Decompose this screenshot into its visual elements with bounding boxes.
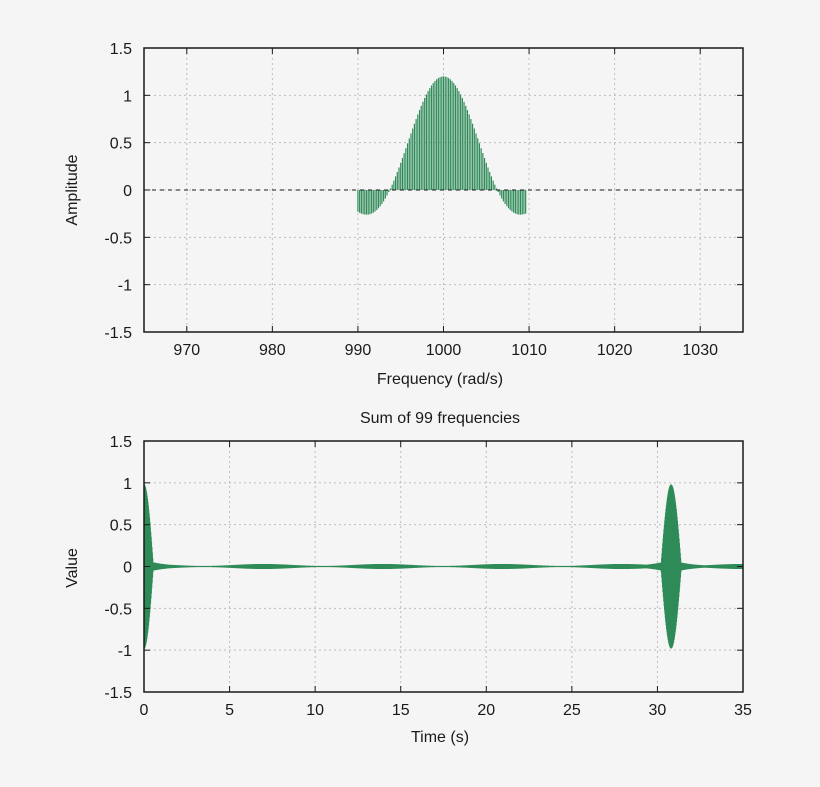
y-tick-label: -0.5 [104, 601, 132, 618]
time-x-tick-labels: 0 5 10 15 20 25 30 35 [140, 702, 752, 719]
y-tick-label: 1 [123, 476, 132, 493]
y-tick-label: -1.5 [104, 685, 132, 702]
x-tick-label: 1030 [682, 342, 718, 359]
time-series-line [143, 484, 744, 649]
x-tick-label: 1020 [597, 342, 633, 359]
frequency-panel: 970 980 990 1000 1010 1020 1030 1.5 1 0.5 0 -0.5 -1… [64, 41, 744, 388]
y-tick-label: 0.5 [110, 136, 132, 153]
x-tick-label: 1000 [426, 342, 462, 359]
frequency-ticks [144, 47, 743, 333]
frequency-bars [357, 76, 527, 215]
x-tick-label: 0 [140, 702, 149, 719]
x-tick-label: 5 [225, 702, 234, 719]
y-tick-label: 0 [123, 183, 132, 200]
x-tick-label: 970 [173, 342, 200, 359]
time-y-tick-labels: 1.5 1 0.5 0 -0.5 -1 -1.5 [104, 434, 132, 702]
x-tick-label: 15 [392, 702, 410, 719]
time-chart-title: Sum of 99 frequencies [360, 410, 520, 427]
x-tick-label: 30 [649, 702, 667, 719]
y-tick-label: 0 [123, 560, 132, 577]
x-tick-label: 35 [734, 702, 752, 719]
frequency-x-tick-labels: 970 980 990 1000 1010 1020 1030 [173, 342, 718, 359]
y-tick-label: 1 [123, 88, 132, 105]
x-tick-label: 25 [563, 702, 581, 719]
y-tick-label: -1 [118, 278, 132, 295]
y-tick-label: -1.5 [104, 325, 132, 342]
y-tick-label: -1 [118, 643, 132, 660]
frequency-x-axis-label: Frequency (rad/s) [377, 371, 503, 388]
time-ticks [143, 440, 744, 693]
x-tick-label: 20 [477, 702, 495, 719]
x-tick-label: 10 [306, 702, 324, 719]
y-tick-label: -0.5 [104, 230, 132, 247]
x-tick-label: 1010 [511, 342, 547, 359]
time-y-axis-label: Value [64, 548, 81, 588]
x-tick-label: 980 [259, 342, 286, 359]
y-tick-label: 1.5 [110, 41, 132, 58]
y-tick-label: 1.5 [110, 434, 132, 451]
x-tick-label: 990 [345, 342, 372, 359]
time-panel: Sum of 99 frequencies 0 5 10 15 20 25 30 35 1.5… [64, 410, 752, 746]
time-x-axis-label: Time (s) [411, 729, 469, 746]
frequency-y-axis-label: Amplitude [64, 154, 81, 225]
y-tick-label: 0.5 [110, 518, 132, 535]
frequency-y-tick-labels: 1.5 1 0.5 0 -0.5 -1 -1.5 [104, 41, 132, 342]
